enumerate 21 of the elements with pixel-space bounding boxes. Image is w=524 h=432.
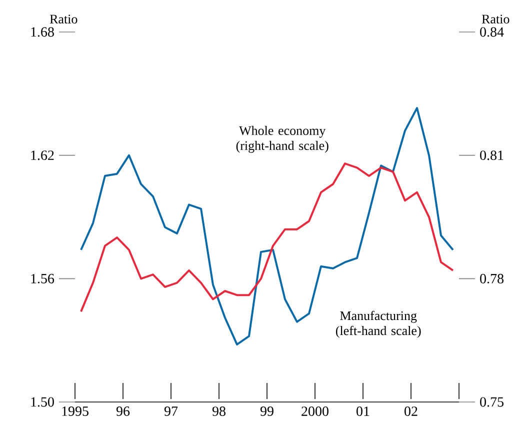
annotation: Manufacturing (left-hand scale)	[336, 310, 421, 338]
x-tick-label: 99	[260, 406, 274, 416]
x-tick-label: 01	[356, 406, 370, 416]
y-axis-title: Ratio	[50, 14, 78, 24]
y2-tick-label: 0.75	[480, 397, 504, 407]
y-tick-label: 1.62	[31, 150, 54, 160]
x-tick-label: 1995	[62, 406, 88, 416]
x-tick-label: 02	[404, 406, 418, 416]
y2-tick-label: 0.81	[480, 150, 504, 160]
x-tick-label: 98	[212, 406, 226, 416]
y-tick-label: 1.68	[31, 27, 54, 37]
annotation: Whole economy (right-hand scale)	[236, 126, 328, 153]
x-tick-label: 96	[116, 406, 130, 416]
y-tick-label: 1.56	[31, 274, 54, 284]
line-series	[80, 107, 454, 346]
y-tick-label: 1.50	[31, 397, 54, 407]
y2-tick-label: 0.78	[480, 274, 504, 284]
y2-axis-title: Ratio	[482, 14, 510, 24]
y2-tick-label: 0.84	[480, 27, 504, 37]
x-tick-label: 2000	[302, 406, 328, 416]
x-tick-label: 97	[164, 406, 178, 416]
